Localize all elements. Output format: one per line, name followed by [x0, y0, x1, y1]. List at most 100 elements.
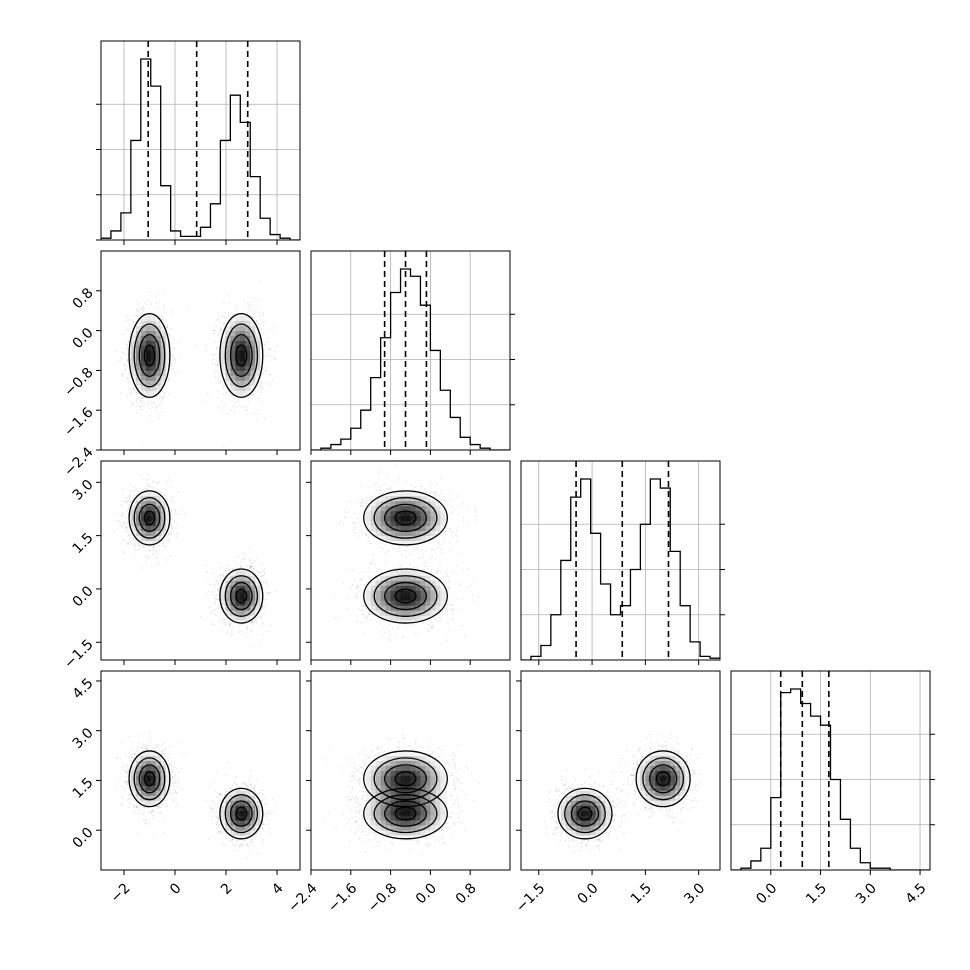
- sample-point: [156, 549, 158, 552]
- sample-point: [163, 303, 165, 305]
- density-cell: [245, 365, 251, 371]
- density-cell: [165, 350, 172, 356]
- sample-point: [162, 397, 164, 400]
- sample-point: [252, 317, 254, 319]
- density-cell: [220, 340, 226, 346]
- sample-point: [163, 306, 165, 308]
- sample-point: [133, 386, 136, 389]
- sample-point: [215, 584, 217, 587]
- sample-point: [162, 318, 164, 320]
- density-cell: [155, 325, 162, 332]
- density-cell: [130, 330, 137, 336]
- sample-point: [211, 329, 214, 332]
- density-cell: [145, 350, 152, 356]
- sample-point: [174, 359, 176, 361]
- density-cell: [140, 390, 147, 396]
- sample-point: [250, 301, 253, 304]
- sample-point: [127, 497, 129, 499]
- sample-point: [164, 395, 166, 398]
- sample-point: [253, 567, 255, 569]
- sample-point: [238, 631, 240, 633]
- sample-point: [161, 540, 163, 543]
- sample-point: [231, 568, 233, 570]
- sample-point: [149, 418, 152, 420]
- density-cell: [150, 375, 157, 381]
- sample-point: [129, 318, 131, 321]
- sample-point: [242, 299, 245, 302]
- sample-point: [119, 361, 121, 363]
- sample-point: [214, 370, 216, 372]
- sample-point: [260, 329, 263, 331]
- sample-point: [216, 347, 218, 350]
- density-cell: [145, 370, 152, 376]
- sample-point: [250, 565, 253, 567]
- panel-0-0: [96, 40, 301, 245]
- sample-point: [216, 347, 218, 349]
- density-cell: [140, 365, 147, 371]
- density-cell: [230, 315, 236, 322]
- sample-point: [244, 553, 247, 555]
- sample-point: [215, 353, 217, 355]
- sample-point: [262, 313, 265, 316]
- density-cell: [245, 380, 251, 386]
- sample-point: [220, 329, 222, 331]
- sample-point: [169, 539, 171, 541]
- density-cell: [150, 365, 157, 371]
- sample-point: [264, 418, 266, 420]
- sample-point: [218, 354, 220, 356]
- sample-point: [234, 556, 236, 559]
- density-cell: [140, 385, 147, 391]
- sample-point: [129, 542, 131, 545]
- density-cell: [130, 375, 137, 381]
- sample-point: [143, 439, 145, 441]
- sample-point: [146, 554, 148, 557]
- sample-point: [258, 617, 260, 619]
- sample-point: [257, 391, 259, 393]
- sample-point: [174, 510, 176, 512]
- sample-point: [262, 312, 264, 314]
- sample-point: [206, 591, 208, 594]
- sample-point: [227, 569, 230, 571]
- density-cell: [140, 330, 147, 336]
- density-cell: [235, 395, 241, 401]
- sample-point: [212, 610, 214, 612]
- sample-point: [214, 330, 216, 332]
- density-cell: [240, 370, 246, 376]
- sample-point: [250, 566, 252, 569]
- density-cell: [145, 315, 152, 322]
- sample-point: [209, 606, 211, 609]
- sample-point: [244, 557, 247, 559]
- density-cell: [245, 325, 251, 332]
- density-cell: [130, 360, 137, 366]
- sample-point: [217, 390, 219, 392]
- sample-point: [222, 324, 224, 326]
- sample-point: [166, 500, 168, 502]
- sample-point: [245, 405, 248, 407]
- sample-point: [167, 325, 169, 328]
- sample-point: [126, 360, 128, 362]
- sample-point: [262, 321, 265, 323]
- density-cell: [225, 350, 231, 356]
- sample-point: [230, 569, 233, 571]
- sample-point: [252, 645, 254, 647]
- sample-point: [149, 291, 152, 294]
- sample-point: [117, 527, 119, 529]
- sample-point: [121, 500, 124, 503]
- sample-point: [220, 401, 223, 403]
- sample-point: [218, 340, 220, 342]
- sample-point: [129, 389, 131, 391]
- sample-point: [127, 330, 129, 332]
- sample-point: [274, 590, 277, 592]
- sample-point: [149, 408, 151, 410]
- sample-point: [223, 323, 226, 325]
- sample-point: [206, 571, 209, 574]
- sample-point: [132, 388, 134, 390]
- sample-point: [140, 405, 142, 408]
- sample-point: [142, 306, 144, 309]
- sample-point: [141, 398, 143, 400]
- sample-point: [137, 393, 139, 395]
- sample-point: [163, 541, 165, 544]
- sample-point: [218, 587, 221, 589]
- sample-point: [248, 310, 250, 312]
- sample-point: [142, 307, 144, 309]
